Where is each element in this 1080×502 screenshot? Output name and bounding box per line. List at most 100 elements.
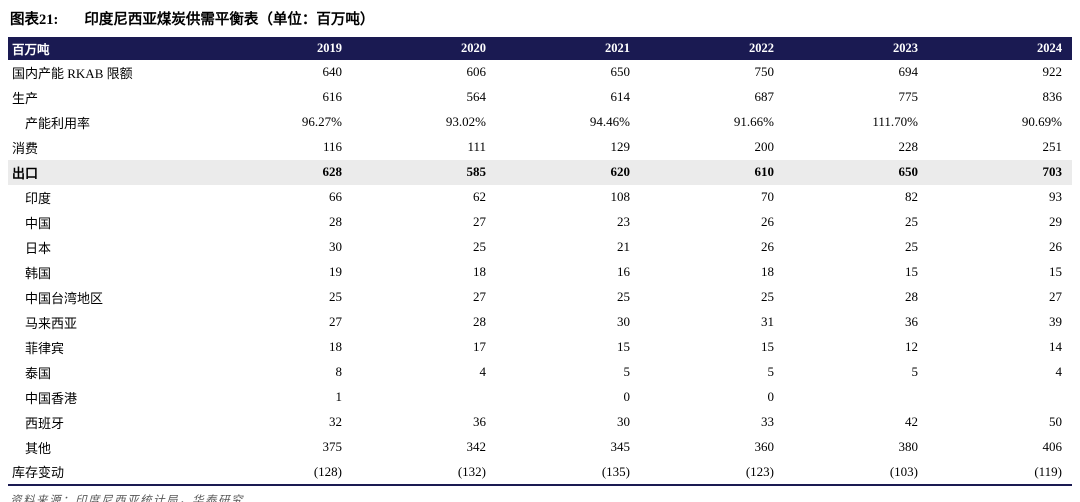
cell-value: 30 (617, 414, 630, 429)
cell-value: 406 (1042, 439, 1063, 454)
cell-value: 25 (905, 239, 918, 254)
table-row: 生产 616 564 614 687 775 836 (8, 85, 1072, 110)
cell-value: 25 (761, 289, 774, 304)
cell-value: 29 (1049, 214, 1062, 229)
cell-value: 27 (473, 214, 486, 229)
row-label: 日本 (25, 240, 52, 256)
cell-value: 0 (767, 389, 775, 404)
cell-value: 42 (905, 414, 918, 429)
coal-balance-table: 百万吨 2019 2020 2021 2022 2023 2024 国内产能 RKAB 限额… (8, 37, 1072, 486)
column-header-unit: 百万吨 (12, 43, 50, 58)
cell-value: 36 (473, 414, 486, 429)
row-label: 中国台湾地区 (25, 290, 104, 306)
cell-value: 27 (329, 314, 342, 329)
cell-value: 1 (335, 389, 343, 404)
cell-value: 26 (1049, 239, 1062, 254)
column-header-year: 2021 (605, 41, 630, 56)
column-header-year: 2023 (893, 41, 918, 56)
cell-value: 129 (610, 139, 631, 154)
cell-value: 16 (617, 264, 630, 279)
table-row: 库存变动 (128) (132) (135) (123) (103) (119) (8, 460, 1072, 485)
figure-title-text: 印度尼西亚煤炭供需平衡表（单位：百万吨） (84, 12, 375, 28)
cell-value: 28 (329, 214, 342, 229)
cell-value: 12 (905, 339, 918, 354)
table-row: 国内产能 RKAB 限额 640 606 650 750 694 922 (8, 60, 1072, 85)
cell-value: 0 (623, 389, 631, 404)
cell-value: 228 (898, 139, 919, 154)
cell-value: 14 (1049, 339, 1062, 354)
cell-value: 66 (329, 189, 342, 204)
cell-value: 15 (1049, 264, 1062, 279)
cell-value: 25 (905, 214, 918, 229)
table-row: 菲律宾 18 17 15 15 12 14 (8, 335, 1072, 360)
cell-value: 5 (911, 364, 919, 379)
cell-value (784, 385, 928, 410)
cell-value: 360 (754, 439, 775, 454)
cell-value (928, 385, 1072, 410)
cell-value: 30 (617, 314, 630, 329)
cell-value: 32 (329, 414, 342, 429)
row-label: 中国香港 (25, 390, 78, 406)
figure-label: 图表21: (10, 12, 59, 28)
table-row: 其他 375 342 345 360 380 406 (8, 435, 1072, 460)
figure-title: 图表21: 印度尼西亚煤炭供需平衡表（单位：百万吨） (8, 5, 1072, 37)
cell-value: 18 (329, 339, 342, 354)
column-header-year: 2022 (749, 41, 774, 56)
cell-value: 5 (623, 364, 631, 379)
table-row: 消费 116 111 129 200 228 251 (8, 135, 1072, 160)
row-label: 马来西亚 (25, 315, 78, 331)
cell-value: 111 (467, 139, 486, 154)
cell-value: (132) (457, 463, 486, 479)
table-row: 泰国 8 4 5 5 5 4 (8, 360, 1072, 385)
cell-value: 26 (761, 214, 774, 229)
cell-value: 4 (1055, 364, 1063, 379)
cell-value: 610 (754, 164, 775, 179)
column-header-year: 2020 (461, 41, 486, 56)
cell-value: 21 (617, 239, 630, 254)
cell-value: 90.69% (1021, 114, 1062, 129)
cell-value: 15 (761, 339, 774, 354)
cell-value: 922 (1042, 64, 1063, 79)
cell-value: 23 (617, 214, 630, 229)
cell-value: 200 (754, 139, 775, 154)
row-label: 西班牙 (25, 415, 65, 431)
cell-value: 606 (466, 64, 487, 79)
row-label: 出口 (12, 165, 39, 181)
cell-value: 108 (610, 189, 631, 204)
row-label: 消费 (12, 140, 39, 156)
table-row: 西班牙 32 36 30 33 42 50 (8, 410, 1072, 435)
cell-value: 650 (610, 64, 631, 79)
cell-value: 94.46% (589, 114, 630, 129)
table-row: 马来西亚 27 28 30 31 36 39 (8, 310, 1072, 335)
table-row: 产能利用率 96.27% 93.02% 94.46% 91.66% 111.70% 90.6… (8, 110, 1072, 135)
cell-value: 50 (1049, 414, 1062, 429)
cell-value: 640 (322, 64, 343, 79)
cell-value: 25 (329, 289, 342, 304)
cell-value: 25 (617, 289, 630, 304)
row-label: 中国 (25, 215, 52, 231)
cell-value: (103) (889, 463, 918, 479)
cell-value: (123) (745, 463, 774, 479)
cell-value: 30 (329, 239, 342, 254)
cell-value: 26 (761, 239, 774, 254)
cell-value: 836 (1042, 89, 1063, 104)
cell-value: 380 (898, 439, 919, 454)
cell-value: 585 (466, 164, 487, 179)
cell-value: 694 (898, 64, 919, 79)
cell-value: 628 (322, 164, 343, 179)
cell-value: 25 (473, 239, 486, 254)
row-label: 印度 (25, 190, 52, 206)
cell-value: 70 (761, 189, 774, 204)
cell-value (352, 385, 496, 410)
cell-value: 15 (905, 264, 918, 279)
cell-value: 28 (905, 289, 918, 304)
cell-value: 19 (329, 264, 342, 279)
table-row: 中国 28 27 23 26 25 29 (8, 210, 1072, 235)
column-header-year: 2019 (317, 41, 342, 56)
table-body: 国内产能 RKAB 限额 640 606 650 750 694 922 生产 616 564 61… (8, 60, 1072, 485)
cell-value: 251 (1042, 139, 1063, 154)
cell-value: 15 (617, 339, 630, 354)
row-label: 产能利用率 (25, 115, 91, 131)
cell-value: 62 (473, 189, 486, 204)
table-row: 韩国 19 18 16 18 15 15 (8, 260, 1072, 285)
